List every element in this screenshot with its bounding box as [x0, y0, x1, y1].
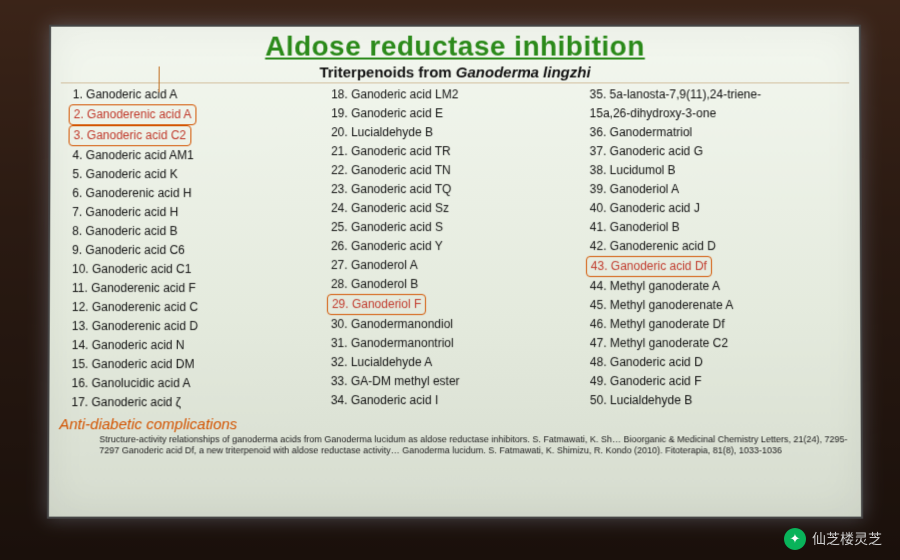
list-item: 25. Ganoderic acid S: [331, 218, 572, 237]
subtitle-prefix: Triterpenoids from: [319, 64, 455, 81]
list-item: 26. Ganoderic acid Y: [331, 237, 572, 256]
list-item: 47. Methyl ganoderate C2: [590, 334, 850, 353]
list-item: 8. Ganoderic acid B: [72, 222, 313, 241]
presentation-slide: Aldose reductase inhibition Triterpenoid…: [47, 25, 863, 519]
highlighted-item: 3. Ganoderic acid C2: [69, 125, 192, 146]
subtitle-italic: Ganoderma lingzhi: [456, 64, 591, 81]
list-item: 39. Ganoderiol A: [590, 180, 850, 199]
list-item: 22. Ganoderic acid TN: [331, 161, 572, 180]
list-item: 50. Lucialdehyde B: [590, 391, 851, 410]
section-heading: Anti-diabetic complications: [59, 416, 860, 433]
list-item: 18. Ganoderic acid LM2: [331, 85, 571, 104]
list-item: 29. Ganoderiol F: [331, 294, 572, 315]
list-item: 9. Ganoderic acid C6: [72, 241, 313, 260]
list-item: 6. Ganoderenic acid H: [72, 184, 313, 203]
column-2: 18. Ganoderic acid LM219. Ganoderic acid…: [331, 85, 572, 412]
list-item: 3. Ganoderic acid C2: [73, 125, 314, 146]
list-item: 46. Methyl ganoderate Df: [590, 315, 850, 334]
watermark: ✦ 仙芝楼灵芝: [784, 528, 882, 550]
list-item: 38. Lucidumol B: [590, 161, 850, 180]
list-item: 48. Ganoderic acid D: [590, 353, 851, 372]
list-item: 7. Ganoderic acid H: [72, 203, 313, 222]
list-item: 43. Ganoderic acid Df: [590, 256, 850, 277]
divider-vertical: [159, 66, 160, 92]
list-item: 1. Ganoderic acid A: [73, 85, 313, 104]
column-3: 35. 5a-lanosta-7,9(11),24-triene-15a,26-…: [590, 85, 851, 412]
slide-title: Aldose reductase inhibition: [51, 31, 859, 63]
divider-horizontal: [61, 82, 849, 83]
list-item: 42. Ganoderenic acid D: [590, 237, 850, 256]
list-item: 23. Ganoderic acid TQ: [331, 180, 572, 199]
list-item: 14. Ganoderic acid N: [72, 336, 313, 355]
list-item: 37. Ganoderic acid G: [590, 142, 850, 161]
list-item: 32. Lucialdehyde A: [331, 353, 572, 372]
compound-list: 1. Ganoderic acid A2. Ganoderenic acid A…: [49, 81, 860, 412]
list-item: 20. Lucialdehyde B: [331, 123, 572, 142]
list-item: 27. Ganoderol A: [331, 256, 572, 275]
highlighted-item: 43. Ganoderic acid Df: [586, 256, 712, 277]
list-item: 24. Ganoderic acid Sz: [331, 199, 572, 218]
list-item: 31. Ganodermanontriol: [331, 334, 572, 353]
list-item: 40. Ganoderic acid J: [590, 199, 850, 218]
list-item: 49. Ganoderic acid F: [590, 372, 851, 391]
list-item: 34. Ganoderic acid I: [331, 391, 572, 410]
list-item: 28. Ganoderol B: [331, 275, 572, 294]
list-item: 13. Ganoderenic acid D: [72, 317, 313, 336]
list-item: 30. Ganodermanondiol: [331, 315, 572, 334]
list-item: 15a,26-dihydroxy-3-one: [590, 104, 850, 123]
list-item: 17. Ganoderic acid ζ: [71, 393, 312, 412]
wechat-icon: ✦: [784, 528, 806, 550]
list-item: 15. Ganoderic acid DM: [72, 355, 313, 374]
list-item: 36. Ganodermatriol: [590, 123, 850, 142]
list-item: 19. Ganoderic acid E: [331, 104, 572, 123]
watermark-text: 仙芝楼灵芝: [812, 529, 882, 549]
list-item: 45. Methyl ganoderenate A: [590, 296, 850, 315]
list-item: 44. Methyl ganoderate A: [590, 277, 850, 296]
list-item: 4. Ganoderic acid AM1: [72, 146, 313, 165]
column-1: 1. Ganoderic acid A2. Ganoderenic acid A…: [71, 85, 313, 412]
list-item: 11. Ganoderenic acid F: [72, 279, 313, 298]
highlighted-item: 29. Ganoderiol F: [327, 294, 426, 315]
list-item: 41. Ganoderiol B: [590, 218, 850, 237]
references: Structure-activity relationships of gano…: [99, 434, 853, 456]
list-item: 21. Ganoderic acid TR: [331, 142, 572, 161]
list-item: 5. Ganoderic acid K: [72, 165, 313, 184]
highlighted-item: 2. Ganoderenic acid A: [69, 104, 197, 125]
list-item: 33. GA-DM methyl ester: [331, 372, 572, 391]
list-item: 10. Ganoderic acid C1: [72, 260, 313, 279]
list-item: 2. Ganoderenic acid A: [73, 104, 314, 125]
list-item: 12. Ganoderenic acid C: [72, 298, 313, 317]
list-item: 35. 5a-lanosta-7,9(11),24-triene-: [590, 85, 850, 104]
slide-subtitle: Triterpenoids from Ganoderma lingzhi: [51, 64, 859, 81]
list-item: 16. Ganolucidic acid A: [71, 374, 312, 393]
